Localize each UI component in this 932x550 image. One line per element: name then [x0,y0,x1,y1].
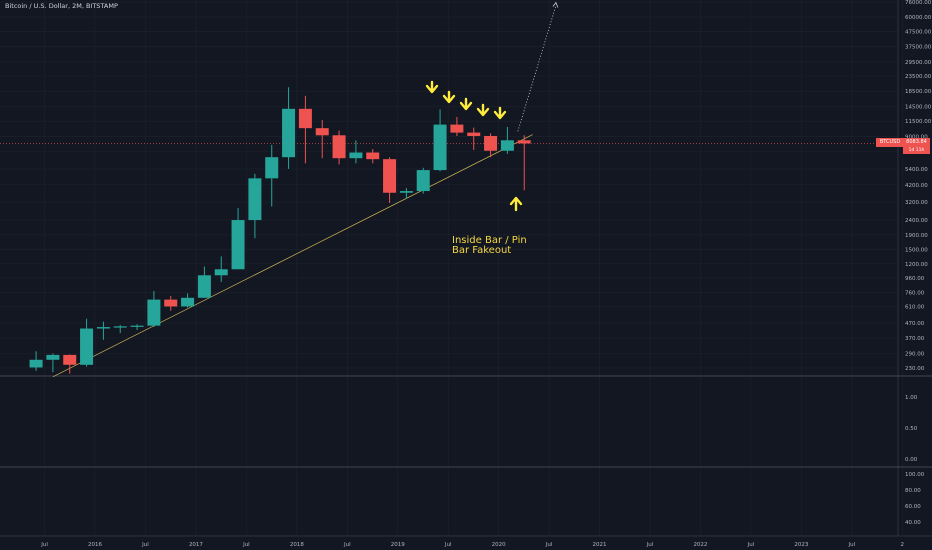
y-tick-label: 18500.00 [905,89,932,95]
candle-body [113,326,127,328]
y-tick-label: 610.00 [905,304,925,310]
x-tick-label: Jul [847,542,855,548]
x-tick-label: 2022 [693,542,707,548]
candle-body [315,128,329,136]
x-tick-label: Jul [141,542,149,548]
y-tick-label: 14500.00 [905,105,932,111]
y-tick-label: 1900.00 [905,233,928,239]
candle-body [433,124,447,171]
candle-body [265,157,279,179]
x-tick-label: 2023 [794,542,808,548]
candle-body [467,132,481,136]
y-tick-label: 2400.00 [905,218,928,224]
projection-line [517,5,557,132]
y-tick-label: 1200.00 [905,262,928,268]
y-tick-label: 76000.00 [905,0,932,6]
candle-body [63,354,77,365]
trend-line [52,134,533,378]
y-tick-label: 60000.00 [905,15,932,21]
x-tick-label: 2020 [492,542,506,548]
x-tick-label: 2017 [189,542,203,548]
x-tick-label: 2016 [88,542,102,548]
candle-body [46,354,60,360]
y-tick-label: 470.00 [905,321,925,327]
candle-body [349,152,363,159]
candle-body [484,135,498,151]
y-tick-label: 3200.00 [905,200,928,206]
candle-body [282,108,296,158]
annotation-text: Inside Bar / Pin Bar Fakeout [452,235,527,256]
candle-body [383,159,397,193]
x-tick-label: 2 [901,542,905,548]
down-arrow-head [459,101,473,111]
y-tick-label: 29500.00 [905,60,932,66]
down-arrow-head [476,107,490,117]
candle-body [416,170,430,192]
x-tick-label: Jul [242,542,250,548]
x-tick-label: 2021 [593,542,607,548]
candle-body [164,299,178,307]
pane3-y-tick-label: 40.00 [905,520,921,526]
x-tick-label: Jul [747,542,755,548]
symbol-badge: BTCUSD [876,138,904,147]
candle-body [366,152,380,160]
y-tick-label: 37500.00 [905,45,932,51]
projection-arrowhead [552,1,559,8]
x-tick-label: 2018 [290,542,304,548]
y-tick-label: 11500.00 [905,119,932,125]
pane2-y-tick-label: 0.00 [905,457,918,463]
candle-body [231,220,245,270]
y-tick-label: 760.00 [905,291,925,297]
pane2-y-tick-label: 0.50 [905,426,918,432]
chart-title: Bitcoin / U.S. Dollar, 2M, BITSTAMP [5,2,118,10]
pane3-y-tick-label: 60.00 [905,504,921,510]
y-tick-label: 4200.00 [905,183,928,189]
pane3-y-tick-label: 80.00 [905,488,921,494]
x-tick-label: Jul [646,542,654,548]
down-arrow-head [493,110,507,120]
y-tick-label: 47500.00 [905,30,932,36]
candle-body [130,325,144,327]
y-tick-label: 230.00 [905,366,925,372]
candle-body [197,275,211,298]
pane2-y-tick-label: 1.00 [905,395,918,401]
candle-body [96,327,110,329]
down-arrow-head [425,84,439,94]
y-tick-label: 290.00 [905,351,925,357]
candle-body [399,191,413,193]
candle-body [332,135,346,159]
pane3-y-tick-label: 100.00 [905,472,925,478]
candle-body [181,297,195,307]
x-tick-label: Jul [40,542,48,548]
x-tick-label: Jul [545,542,553,548]
last-price-badge: 8083.84 [903,138,930,147]
y-tick-label: 1500.00 [905,248,928,254]
up-arrow-head [509,196,523,206]
y-tick-label: 960.00 [905,276,925,282]
x-tick-label: Jul [444,542,452,548]
y-tick-label: 370.00 [905,336,925,342]
y-tick-label: 9000.00 [905,135,928,141]
candle-body [147,299,161,326]
candle-body [298,108,312,129]
candle-body [80,328,94,365]
y-tick-label: 5400.00 [905,167,928,173]
candle-body [517,140,531,144]
down-arrow-head [442,94,456,104]
candle-body [500,140,514,151]
x-tick-label: Jul [343,542,351,548]
candle-body [248,178,262,221]
candle-body [214,269,228,276]
candle-body [29,359,43,368]
bar-countdown-badge: 1d 11h [903,147,930,154]
x-tick-label: 2019 [391,542,405,548]
candle-body [450,124,464,133]
y-tick-label: 23500.00 [905,74,932,80]
